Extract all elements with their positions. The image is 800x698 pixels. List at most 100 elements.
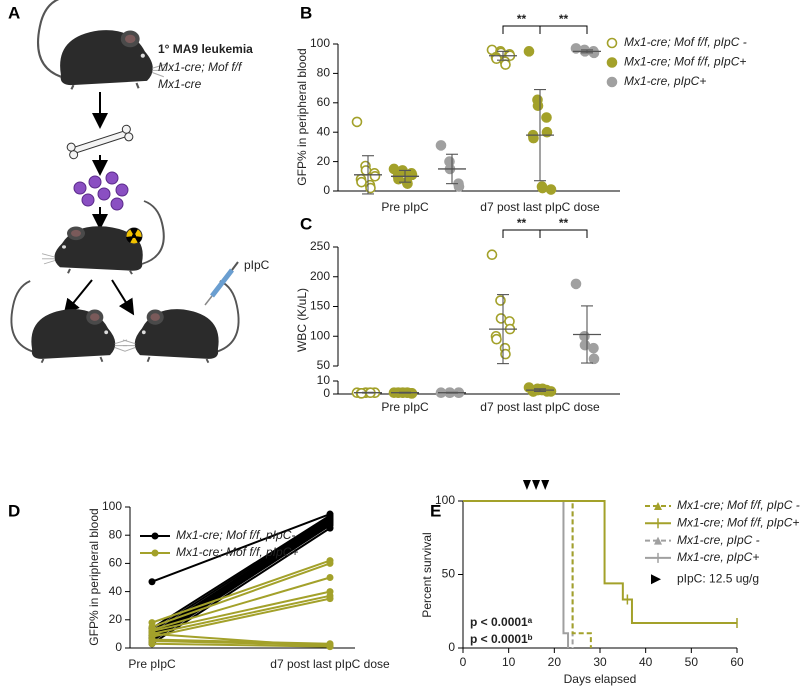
arrow — [63, 279, 93, 316]
pair-line — [151, 521, 331, 639]
panel-label: B — [300, 3, 312, 22]
data-point — [326, 524, 334, 532]
panel-label: D — [8, 501, 20, 520]
genotype-label: Mx1-cre — [158, 77, 202, 91]
dose-marker — [532, 480, 541, 490]
y-tick-label: 40 — [109, 584, 123, 598]
y-tick-label: 0 — [323, 183, 330, 197]
data-point — [326, 574, 334, 581]
x-tick-label: 50 — [685, 655, 699, 669]
data-point — [532, 100, 544, 112]
significance-label: ** — [559, 216, 569, 230]
legend-marker — [651, 574, 661, 585]
y-tick-label: 0 — [115, 640, 122, 654]
x-tick-label: 40 — [639, 655, 653, 669]
data-point — [491, 333, 502, 345]
x-tick-label: 10 — [502, 655, 516, 669]
data-point — [495, 313, 507, 324]
significance-label: ** — [559, 12, 569, 26]
pair-line — [151, 597, 331, 638]
legend-marker — [654, 536, 662, 545]
data-point — [360, 165, 372, 176]
pair-line — [151, 642, 331, 648]
data-point — [326, 643, 334, 651]
y-tick-label: 80 — [109, 527, 123, 541]
legend-label: Mx1-cre; Mof f/f, pIpC- — [176, 528, 295, 542]
y-tick-label: 50 — [317, 358, 331, 372]
data-point — [588, 342, 599, 354]
data-point — [579, 339, 591, 351]
x-tick-label: 60 — [730, 655, 744, 669]
legend-marker — [654, 502, 662, 510]
data-point — [500, 348, 511, 360]
pair-line — [151, 638, 331, 645]
chart: E 0 50 100 Percent survival 0 10 20 30 40 50 60 Days… — [420, 480, 800, 686]
legend-marker — [151, 549, 159, 557]
y-tick-label: 100 — [435, 493, 455, 507]
pair-line — [151, 513, 331, 583]
y-tick-label: 0 — [323, 386, 330, 400]
data-point — [326, 559, 334, 567]
pair-line — [151, 632, 331, 648]
data-point — [541, 126, 553, 138]
panel-label: E — [430, 501, 441, 520]
data-point — [545, 184, 557, 195]
x-tick-label: 20 — [548, 655, 562, 669]
x-tick-label: 0 — [460, 655, 467, 669]
syringe-icon — [204, 261, 239, 306]
y-tick-label: 100 — [310, 328, 330, 342]
y-tick-label: 250 — [310, 239, 330, 253]
legend-label: Mx1-cre; Mof f/f, pIpC - — [624, 35, 747, 49]
significance-bracket — [502, 229, 541, 238]
data-point — [579, 330, 590, 342]
dose-marker — [522, 480, 531, 490]
genotype-label: Mx1-cre; Mof f/f — [158, 60, 243, 74]
data-point — [486, 249, 498, 261]
y-axis-label: GFP% in peripheral blood — [295, 48, 309, 185]
data-point — [435, 140, 447, 151]
data-point — [500, 59, 511, 70]
y-axis-label: GFP% in peripheral blood — [87, 508, 101, 645]
pair-line — [151, 562, 331, 628]
y-axis-label: WBC (K/uL) — [295, 288, 309, 352]
legend-label: Mx1-cre; Mof f/f, pIpC+ — [624, 55, 746, 69]
y-tick-label: 60 — [109, 556, 123, 570]
x-axis-label: Days elapsed — [564, 672, 637, 686]
legend-marker — [606, 76, 618, 88]
panel-label: C — [300, 214, 312, 233]
y-tick-label: 20 — [109, 612, 123, 626]
data-point — [148, 630, 156, 638]
data-point — [570, 278, 582, 290]
mouse-icon — [121, 280, 240, 364]
legend-label: Mx1-cre, pIpC - — [677, 533, 760, 547]
legend-label: Mx1-cre; Mof f/f, pIpC+ — [677, 515, 799, 529]
y-axis-label: Percent survival — [420, 532, 434, 617]
y-tick-label: 50 — [442, 567, 456, 581]
dose-marker — [541, 480, 550, 490]
legend-label: Mx1-cre; Mof f/f, pIpC - — [677, 498, 800, 512]
y-tick-label: 20 — [317, 154, 331, 168]
pair-line — [151, 514, 331, 630]
survival-curve — [463, 500, 737, 625]
x-tick-label: Pre pIpC — [381, 400, 429, 414]
data-point — [588, 353, 600, 365]
y-tick-label: 60 — [317, 95, 331, 109]
pair-line — [151, 517, 331, 635]
data-point — [495, 295, 506, 306]
pair-line — [151, 594, 331, 635]
data-point — [453, 181, 465, 192]
x-tick-label: Pre pIpC — [128, 657, 176, 671]
cells-icon — [73, 171, 129, 211]
data-point — [537, 182, 548, 194]
data-point — [369, 171, 381, 182]
pair-line — [151, 524, 331, 642]
significance-label: ** — [517, 216, 527, 230]
significance-bracket — [539, 229, 588, 238]
data-point — [541, 112, 552, 123]
bone-icon — [66, 124, 134, 160]
p-value: p < 0.0001ᵃ — [470, 615, 533, 629]
data-point — [365, 182, 376, 194]
source-label: 1° MA9 leukemia — [158, 42, 253, 56]
